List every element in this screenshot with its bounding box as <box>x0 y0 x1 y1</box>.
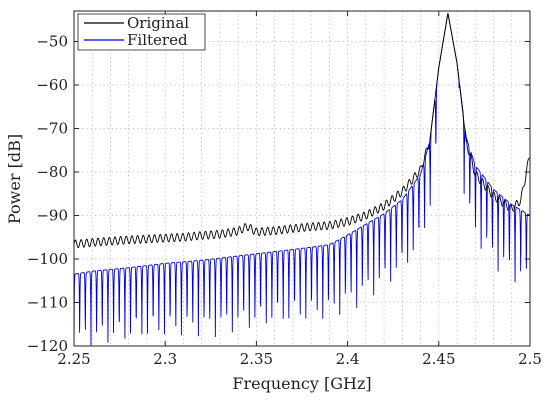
y-tick-label: −90 <box>36 206 68 224</box>
y-tick-label: −50 <box>36 32 68 50</box>
legend-label-original: Original <box>127 14 189 32</box>
plot-frame <box>73 10 531 347</box>
axes: 2.25 2.3 2.35 2.4 2.45 2.5 −120 −110 −100 −90 −80 −… <box>27 11 542 368</box>
x-tick-label: 2.35 <box>240 350 273 368</box>
y-axis-title: Power [dB] <box>5 134 24 224</box>
y-tick-label: −70 <box>36 119 68 137</box>
y-tick-label: −60 <box>36 76 68 94</box>
x-tick-label: 2.45 <box>422 350 455 368</box>
x-axis-title: Frequency [GHz] <box>232 374 371 393</box>
y-tick-label: −100 <box>27 250 68 268</box>
plot-area <box>74 11 530 346</box>
legend-box <box>77 13 206 51</box>
y-tick-label: −110 <box>27 293 68 311</box>
x-tick-label: 2.4 <box>336 350 360 368</box>
series-layer <box>74 13 530 346</box>
x-tick-label: 2.3 <box>153 350 177 368</box>
y-tick-label: −80 <box>36 163 68 181</box>
y-tick-label: −120 <box>27 337 68 355</box>
x-tick-label: 2.25 <box>57 350 90 368</box>
x-tick-label: 2.5 <box>518 350 542 368</box>
legend-label-filtered: Filtered <box>127 31 188 49</box>
series-original-line <box>74 13 530 249</box>
legend: Original Filtered <box>77 13 206 51</box>
